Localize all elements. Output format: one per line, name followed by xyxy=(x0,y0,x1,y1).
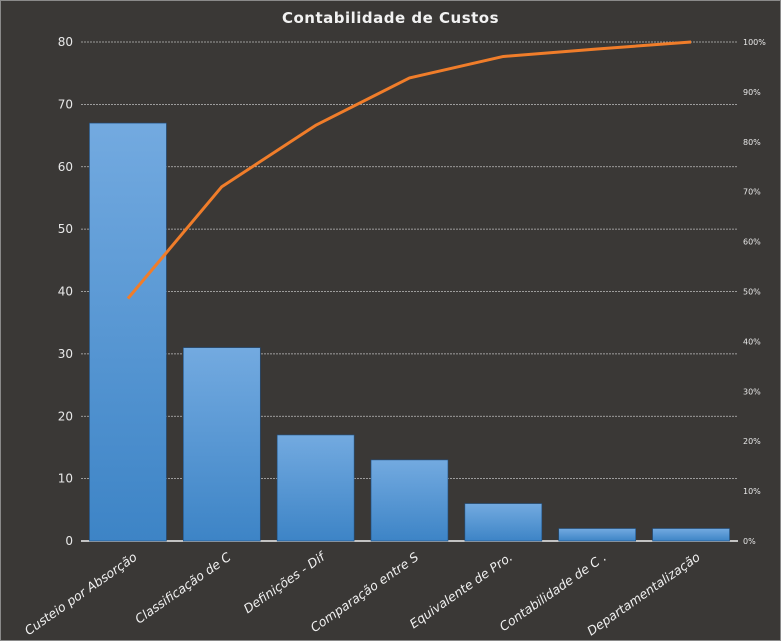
bar xyxy=(558,528,636,542)
y2-tick-label: 100% xyxy=(743,38,766,47)
y2-tick-label: 50% xyxy=(743,288,761,297)
y-tick-label: 60 xyxy=(58,160,73,174)
y-tick-label: 50 xyxy=(58,222,73,236)
x-category-label: Definições - Dif xyxy=(241,548,329,616)
y2-tick-label: 80% xyxy=(743,138,761,147)
y2-tick-label: 10% xyxy=(743,487,761,496)
y2-tick-label: 20% xyxy=(743,437,761,446)
y2-tick-label: 40% xyxy=(743,337,761,346)
chart-title: Contabilidade de Custos xyxy=(281,9,500,27)
y-tick-label: 80 xyxy=(58,35,73,49)
y2-tick-label: 30% xyxy=(743,387,761,396)
bar xyxy=(89,122,167,542)
bar xyxy=(183,347,261,542)
y2-tick-label: 90% xyxy=(743,88,761,97)
y-tick-label: 10 xyxy=(58,472,73,486)
x-category-label: Custeio por Absorção xyxy=(22,549,140,638)
cumulative-percent-line xyxy=(126,40,692,300)
y-tick-label: 70 xyxy=(58,97,73,111)
bar xyxy=(464,503,543,542)
y-tick-label: 20 xyxy=(58,409,73,423)
y2-tick-label: 0% xyxy=(743,537,756,546)
x-category-label: Classificação de C xyxy=(132,549,234,627)
y-tick-label: 0 xyxy=(65,534,73,548)
y2-tick-label: 70% xyxy=(743,188,761,197)
x-category-label: Equivalente de Pro. xyxy=(407,549,515,631)
bar xyxy=(370,459,449,542)
bar xyxy=(652,528,730,542)
y-tick-label: 40 xyxy=(58,285,73,299)
bar xyxy=(276,434,355,542)
y2-tick-label: 60% xyxy=(743,238,761,247)
y-tick-label: 30 xyxy=(58,347,73,361)
